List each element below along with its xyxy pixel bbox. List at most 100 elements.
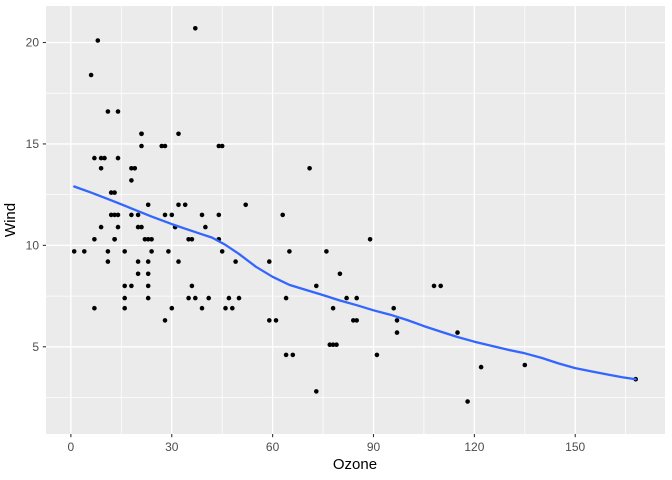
data-point xyxy=(354,295,360,301)
data-point xyxy=(176,202,181,208)
data-point xyxy=(394,330,400,335)
data-point xyxy=(115,224,121,230)
data-point xyxy=(112,237,117,242)
y-tick-label: 5 xyxy=(32,340,39,354)
data-point xyxy=(330,305,336,311)
data-point xyxy=(149,249,154,254)
x-tick-label: 60 xyxy=(266,440,280,454)
data-point xyxy=(219,143,225,149)
data-point xyxy=(267,318,272,323)
data-point xyxy=(135,259,141,264)
data-point xyxy=(129,178,134,183)
data-point xyxy=(307,166,312,171)
data-point xyxy=(243,202,248,208)
data-point xyxy=(129,283,134,289)
data-point xyxy=(115,155,121,161)
data-point xyxy=(324,249,329,254)
data-point xyxy=(367,237,373,242)
data-point xyxy=(112,212,117,218)
data-point xyxy=(135,224,141,230)
data-point xyxy=(145,271,151,277)
data-point xyxy=(108,190,114,195)
data-point xyxy=(280,212,286,218)
data-point xyxy=(273,318,279,323)
y-axis-title: Wind xyxy=(2,203,19,237)
data-point xyxy=(135,212,141,218)
data-point xyxy=(166,249,171,254)
data-point xyxy=(169,305,175,311)
data-point xyxy=(139,143,144,149)
data-point xyxy=(122,295,127,301)
data-point xyxy=(334,342,339,348)
scatter-points xyxy=(71,26,638,404)
data-point xyxy=(267,259,272,264)
data-point xyxy=(327,342,333,348)
data-point xyxy=(199,305,205,311)
data-point xyxy=(189,237,195,242)
data-point xyxy=(102,155,107,161)
data-point xyxy=(351,318,356,323)
data-point xyxy=(145,295,151,301)
data-point xyxy=(283,352,289,358)
y-axis-tick-labels: 5 10 15 20 xyxy=(26,36,40,354)
data-point xyxy=(145,259,151,264)
data-point xyxy=(159,143,164,149)
panel-background xyxy=(46,6,665,434)
data-point xyxy=(132,166,138,171)
x-tick-label: 150 xyxy=(565,440,585,454)
data-point xyxy=(283,295,289,301)
data-point xyxy=(216,143,222,149)
data-point xyxy=(71,249,77,254)
data-point xyxy=(142,237,148,242)
data-point xyxy=(176,131,181,137)
minor-gridlines xyxy=(46,6,665,434)
data-point xyxy=(139,224,144,230)
data-point xyxy=(314,389,319,394)
data-point xyxy=(186,295,191,301)
data-point xyxy=(145,283,151,289)
data-point xyxy=(236,295,242,301)
data-point xyxy=(139,131,144,137)
x-axis-ticks xyxy=(70,434,576,438)
data-point xyxy=(105,259,111,264)
data-point xyxy=(455,330,460,335)
data-point xyxy=(193,295,198,301)
data-point xyxy=(337,271,343,277)
data-point xyxy=(216,212,222,218)
data-point xyxy=(162,212,168,218)
data-point xyxy=(98,166,104,171)
data-point xyxy=(219,249,225,254)
data-point xyxy=(135,271,141,277)
data-point xyxy=(129,166,134,171)
data-point xyxy=(92,305,97,311)
data-point xyxy=(230,305,235,311)
data-point xyxy=(391,305,397,311)
data-point xyxy=(287,249,292,254)
data-point xyxy=(149,237,154,242)
x-axis-title: Ozone xyxy=(333,456,377,473)
y-tick-label: 10 xyxy=(26,239,40,253)
data-point xyxy=(186,237,191,242)
data-point xyxy=(182,202,188,208)
data-point xyxy=(145,202,151,208)
data-point xyxy=(203,224,208,230)
data-point xyxy=(233,259,238,264)
data-point xyxy=(374,352,380,358)
data-point xyxy=(431,283,437,289)
data-point xyxy=(112,190,117,195)
data-point xyxy=(330,342,336,348)
data-point xyxy=(206,295,211,301)
data-point xyxy=(82,249,87,254)
data-point xyxy=(98,155,104,161)
data-point xyxy=(92,237,97,242)
data-point xyxy=(122,283,127,289)
data-point xyxy=(199,212,205,218)
x-tick-label: 0 xyxy=(68,440,75,454)
data-point xyxy=(465,399,470,404)
data-point xyxy=(122,305,127,311)
data-point xyxy=(344,295,349,301)
data-point xyxy=(354,318,360,323)
data-point xyxy=(522,362,528,368)
data-point xyxy=(478,364,484,370)
data-point xyxy=(193,26,198,31)
